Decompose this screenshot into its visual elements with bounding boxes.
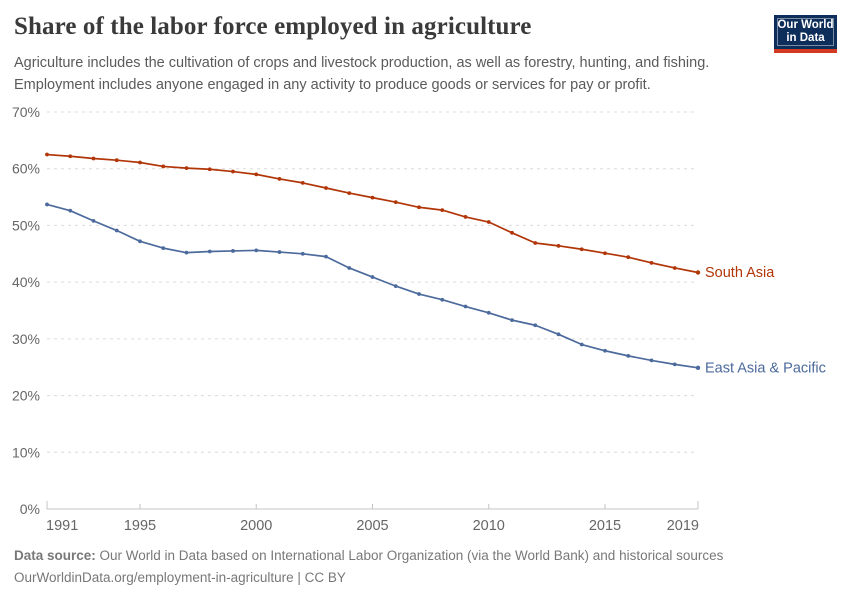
data-point-east-asia-pacific-2001[interactable] — [277, 250, 282, 254]
data-point-south-asia-2000[interactable] — [254, 172, 259, 177]
data-point-south-asia-2004[interactable] — [347, 191, 352, 196]
license-line: OurWorldinData.org/employment-in-agricul… — [14, 569, 346, 585]
data-point-south-asia-2007[interactable] — [417, 205, 421, 210]
data-point-south-asia-1993[interactable] — [91, 156, 96, 161]
data-point-south-asia-1996[interactable] — [161, 164, 166, 169]
data-point-east-asia-pacific-2002[interactable] — [300, 251, 305, 256]
owid-logo-line-1: Our World — [777, 19, 834, 31]
data-point-south-asia-2017[interactable] — [649, 260, 654, 265]
chart-subtitle-line-2: Employment includes anyone engaged in an… — [14, 76, 651, 93]
y-axis-tick-label: 70% — [12, 104, 40, 120]
data-point-east-asia-pacific-2011[interactable] — [510, 318, 514, 323]
data-source-text: Our World in Data based on International… — [95, 548, 724, 563]
data-point-east-asia-pacific-2004[interactable] — [347, 266, 352, 270]
data-point-south-asia-2005[interactable] — [370, 195, 375, 200]
data-point-south-asia-1998[interactable] — [207, 167, 212, 172]
data-point-east-asia-pacific-2018[interactable] — [672, 362, 677, 367]
series-label-east-asia-pacific[interactable]: East Asia & Pacific — [705, 360, 826, 376]
data-point-east-asia-pacific-1992[interactable] — [68, 208, 73, 213]
x-axis-tick-label: 2010 — [473, 518, 505, 534]
x-axis-tick-label: 2019 — [667, 518, 699, 534]
y-axis-tick-label: 20% — [12, 388, 40, 404]
data-point-south-asia-2015[interactable] — [603, 251, 607, 256]
data-point-south-asia-2018[interactable] — [672, 266, 677, 270]
y-axis-tick-label: 30% — [12, 331, 40, 347]
data-point-south-asia-2008[interactable] — [440, 208, 445, 213]
data-point-east-asia-pacific-2006[interactable] — [393, 284, 398, 289]
data-point-south-asia-1992[interactable] — [68, 154, 73, 159]
data-point-south-asia-2011[interactable] — [510, 230, 514, 235]
data-point-east-asia-pacific-1994[interactable] — [114, 228, 119, 233]
data-point-east-asia-pacific-1996[interactable] — [161, 246, 166, 251]
data-point-south-asia-2009[interactable] — [463, 215, 468, 219]
data-point-south-asia-2016[interactable] — [626, 255, 631, 260]
data-point-east-asia-pacific-2007[interactable] — [417, 292, 421, 296]
data-point-south-asia-1997[interactable] — [184, 166, 189, 171]
data-source-line: Data source: Our World in Data based on … — [14, 545, 723, 567]
data-point-south-asia-1994[interactable] — [114, 158, 119, 163]
owid-logo-stripe — [774, 49, 837, 53]
data-point-south-asia-2010[interactable] — [486, 220, 491, 224]
data-point-east-asia-pacific-1998[interactable] — [207, 249, 212, 254]
data-point-east-asia-pacific-1999[interactable] — [231, 249, 235, 253]
data-point-east-asia-pacific-2012[interactable] — [533, 323, 538, 328]
x-axis-tick-label: 2005 — [356, 518, 388, 534]
owid-logo-text: Our World in Data — [774, 15, 837, 49]
data-point-east-asia-pacific-1993[interactable] — [91, 218, 96, 223]
data-point-south-asia-2013[interactable] — [556, 243, 561, 248]
x-axis-tick-label: 2000 — [240, 518, 272, 534]
data-point-east-asia-pacific-2000[interactable] — [254, 248, 259, 253]
data-point-east-asia-pacific-2010[interactable] — [486, 310, 491, 315]
data-point-east-asia-pacific-2014[interactable] — [579, 342, 584, 347]
data-point-south-asia-2006[interactable] — [393, 200, 398, 205]
chart-footer: Data source: Our World in Data based on … — [14, 545, 723, 588]
y-axis-tick-label: 0% — [20, 501, 40, 517]
data-point-east-asia-pacific-2017[interactable] — [649, 358, 654, 363]
data-point-south-asia-2001[interactable] — [277, 177, 282, 181]
data-point-south-asia-1999[interactable] — [231, 169, 235, 174]
data-point-east-asia-pacific-2005[interactable] — [370, 275, 375, 279]
data-point-south-asia-2002[interactable] — [300, 180, 305, 185]
data-point-east-asia-pacific-2013[interactable] — [556, 332, 561, 337]
y-axis-tick-label: 10% — [12, 444, 40, 460]
y-axis-tick-label: 40% — [12, 274, 40, 290]
data-point-south-asia-2003[interactable] — [324, 186, 328, 190]
series-line-east-asia-pacific[interactable] — [46, 203, 699, 369]
page-title: Share of the labor force employed in agr… — [14, 13, 532, 40]
data-point-south-asia-1995[interactable] — [138, 160, 142, 165]
data-point-south-asia-2014[interactable] — [579, 247, 584, 252]
x-axis-tick-label: 1991 — [46, 518, 78, 534]
data-point-east-asia-pacific-1997[interactable] — [184, 250, 189, 255]
data-point-south-asia-2019[interactable] — [695, 270, 701, 275]
data-point-east-asia-pacific-1995[interactable] — [138, 239, 142, 244]
series-line-south-asia[interactable] — [46, 153, 699, 274]
chart-subtitle-line-1: Agriculture includes the cultivation of … — [14, 55, 710, 71]
x-axis-tick-label: 2015 — [589, 518, 621, 534]
data-point-east-asia-pacific-2009[interactable] — [463, 304, 468, 309]
y-axis-tick-label: 60% — [12, 161, 40, 177]
data-point-east-asia-pacific-2019[interactable] — [695, 365, 701, 370]
data-point-south-asia-1991[interactable] — [45, 152, 49, 157]
series-label-south-asia[interactable]: South Asia — [705, 265, 775, 281]
data-point-east-asia-pacific-1991[interactable] — [45, 202, 49, 207]
data-point-east-asia-pacific-2003[interactable] — [324, 254, 328, 259]
data-source-label: Data source: — [14, 548, 96, 563]
data-point-east-asia-pacific-2016[interactable] — [626, 353, 631, 358]
x-axis-tick-label: 1995 — [124, 518, 156, 534]
data-point-south-asia-2012[interactable] — [533, 241, 538, 245]
data-point-east-asia-pacific-2015[interactable] — [603, 348, 607, 353]
data-point-east-asia-pacific-2008[interactable] — [440, 297, 445, 302]
chart-subtitle: Agriculture includes the cultivation of … — [14, 53, 709, 96]
y-axis-tick-label: 50% — [12, 217, 40, 233]
owid-logo-line-2: in Data — [786, 32, 825, 44]
